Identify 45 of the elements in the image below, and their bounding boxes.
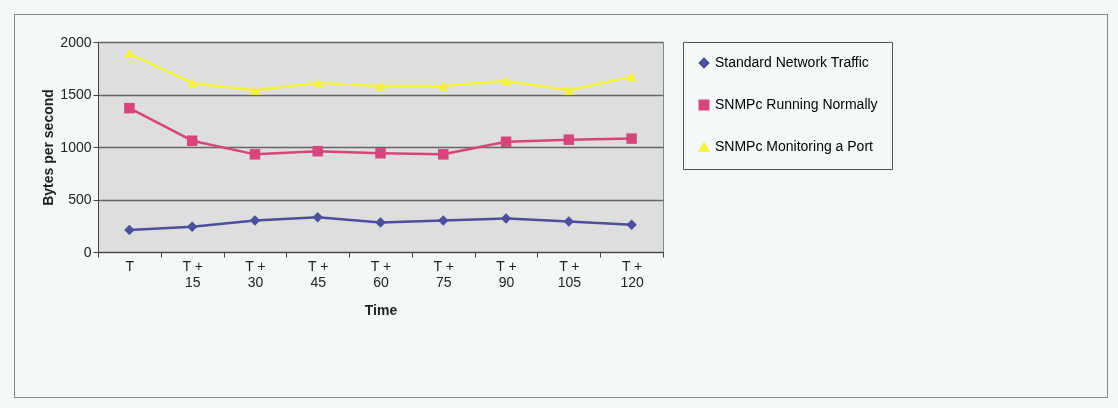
y-tick-label: 1000: [60, 138, 92, 155]
point: [186, 78, 198, 88]
point: [500, 213, 512, 224]
x-tick-label: T + 90: [496, 257, 517, 290]
y-axis-title: Bytes per second: [40, 89, 57, 206]
point: [249, 85, 261, 95]
point: [438, 81, 449, 91]
point: [626, 133, 637, 144]
point: [312, 145, 323, 157]
y-tick-label: 0: [83, 243, 92, 260]
point: [375, 148, 386, 159]
point: [438, 215, 449, 226]
legend-label: SNMPc Monitoring a Port: [715, 138, 874, 154]
x-tick-label: T + 30: [245, 257, 266, 290]
point: [500, 76, 512, 86]
point: [186, 221, 198, 233]
point: [249, 149, 261, 160]
point: [626, 219, 637, 230]
x-tick-label: T + 45: [308, 257, 329, 290]
point: [124, 49, 135, 59]
point: [375, 217, 386, 228]
point: [249, 215, 261, 226]
x-axis-title: Time: [364, 301, 398, 318]
point: [438, 149, 449, 160]
point: [563, 134, 575, 145]
x-tick-label: T + 75: [433, 257, 454, 290]
point: [500, 136, 512, 147]
x-tick-label: T: [125, 257, 135, 274]
x-tick-label: T + 60: [370, 257, 392, 290]
y-tick-label: 2000: [60, 33, 92, 50]
x-tick-label: T + 15: [182, 257, 203, 290]
point: [563, 85, 575, 95]
point: [124, 224, 135, 236]
y-tick-label: 1500: [60, 86, 92, 102]
point: [375, 81, 386, 91]
x-tick-label: T + 120: [620, 257, 644, 290]
point: [186, 135, 198, 146]
point: [124, 102, 135, 114]
legend-label: SNMPc Running Normally: [715, 96, 878, 112]
x-tick-label: T + 105: [557, 257, 582, 290]
point: [563, 216, 575, 227]
point: [312, 212, 323, 223]
point: [626, 72, 637, 82]
y-tick-label: 500: [68, 191, 92, 207]
legend-label: Standard Network Traffic: [715, 54, 869, 70]
